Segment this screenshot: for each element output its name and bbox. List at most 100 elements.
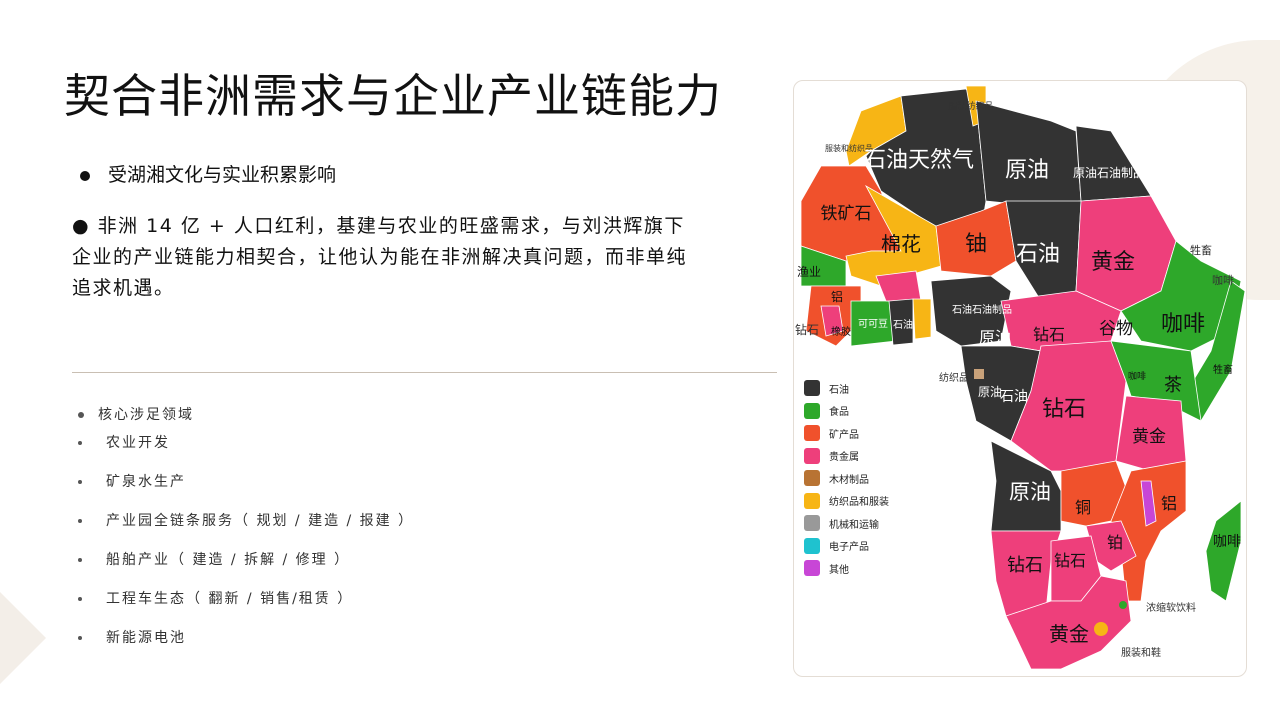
legend-swatch [804,515,820,532]
map-label: 铂 [1107,533,1123,552]
map-label: 原油 [978,385,1002,399]
map-label: 咖啡 [1212,273,1234,287]
map-label: 可可豆 [858,318,888,330]
map-label: 橡胶 [831,325,851,338]
bullet-dot [78,636,82,640]
bullet-dot [78,558,82,562]
map-legend: 石油食品矿产品贵金属木材制品纺织品和服装 机械和运输电子产品其他 [804,377,889,580]
list-item: 产业园全链条服务（ 规划 / 建造 / 报建 ） [78,510,738,549]
item-text: 船舶产业（ 建造 / 拆解 / 修理 ） [106,552,351,568]
legend-item: 纺织品和服装 [804,490,889,513]
map-label: 谷物 [1099,319,1133,339]
item-text: 矿泉水生产 [106,474,186,490]
map-label: 钻石 [1033,325,1065,344]
map-label: 咖啡 [1161,312,1205,337]
map-label: 钻石 [1042,397,1086,422]
list-item: 新能源电池 [78,627,738,666]
bullet-influence: 受湖湘文化与实业积累影响 [80,160,336,187]
item-text: 农业开发 [106,435,170,451]
legend-swatch [804,425,820,442]
bullet-dot [78,441,82,445]
bullet-dot [78,480,82,484]
legend-label: 木材制品 [829,474,869,486]
legend-label: 石油 [829,384,849,396]
core-areas-list: 核心涉足领域 农业开发 矿泉水生产 产业园全链条服务（ 规划 / 建造 / 报建… [78,404,738,666]
legend-swatch [804,492,820,509]
item-text: 新能源电池 [106,630,186,646]
map-label: 钻石 [795,322,819,337]
legend-swatch [804,470,820,487]
africa-export-map: 服装和纺织品 服装纺织品 石油天然气 原油 原油石油制品 铁矿石 棉花铀石油 黄金 牲畜 咖啡 渔业… [793,80,1247,677]
divider [72,372,777,373]
map-label: 铜 [1075,498,1091,517]
map-label: 渔业 [797,265,821,279]
country-region [875,270,922,302]
country-region [1140,480,1157,527]
legend-swatch [804,537,820,554]
country-region [1005,575,1132,670]
map-label: 服装和鞋 [1121,646,1161,659]
legend-item: 木材制品 [804,467,889,490]
legend-item: 石油 [804,377,889,400]
map-label: 铁矿石 [821,204,872,224]
country-region [820,305,844,337]
legend-label: 纺织品和服装 [829,497,889,509]
page-title: 契合非洲需求与企业产业链能力 [64,69,722,123]
list-item: 船舶产业（ 建造 / 拆解 / 修理 ） [78,549,738,588]
map-label: 钻石 [1054,551,1086,570]
country-region [912,298,932,340]
legend-item: 机械和运输 [804,512,889,535]
legend-swatch [804,380,820,397]
map-label: 棉花 [881,232,921,256]
map-label: 原油石油制品 [1073,166,1145,180]
map-label: 纺织品 [939,371,969,384]
legend-item: 电子产品 [804,535,889,558]
map-label: 茶 [1164,375,1182,396]
map-label: 石油石油制品 [952,303,1012,316]
legend-label: 贵金属 [829,452,859,464]
bullet-text: 受湖湘文化与实业积累影响 [108,164,337,186]
country-region [1205,500,1242,602]
map-label: 黄金 [1132,427,1166,447]
map-label: 原油 [979,328,1011,347]
list-item: 工程车生态（ 翻新 / 销售/租赁 ） [78,588,738,627]
country-region [930,275,1012,347]
legend-label: 机械和运输 [829,519,879,531]
legend-swatch [804,447,820,464]
bullet-dot [78,597,82,601]
core-areas-heading: 核心涉足领域 [78,404,738,424]
map-label: 石油天然气 [864,148,974,173]
legend-label: 食品 [829,407,849,419]
map-label: 钻石 [1007,555,1043,576]
country-region [1075,125,1152,202]
list-item: 矿泉水生产 [78,471,738,510]
map-label: 石油 [893,318,913,331]
country-region [888,298,914,346]
map-label: 原油 [1009,480,1051,504]
bullet-dot [78,519,82,523]
map-label: 浓缩软饮料 [1146,601,1196,614]
legend-swatch [804,560,820,577]
legend-swatch [804,402,820,419]
legend-label: 电子产品 [829,542,869,554]
map-label: 铝 [1161,494,1177,513]
map-label: 牲畜 [1213,363,1233,376]
map-label: 铝 [831,289,843,304]
map-label: 黄金 [1091,250,1135,275]
heading-text: 核心涉足领域 [98,407,194,423]
map-label: 铀 [965,232,987,257]
item-text: 产业园全链条服务（ 规划 / 建造 / 报建 ） [106,513,415,529]
legend-label: 矿产品 [829,429,859,441]
map-label: 牲畜 [1190,243,1212,257]
bullet-dot [78,412,84,418]
legend-item: 其他 [804,557,889,580]
legend-item: 矿产品 [804,422,889,445]
africa-map-svg: 服装和纺织品服装纺织品石油天然气 原油 原油石油制品铁矿石棉花铀石油 黄金 牲畜咖啡渔业… [795,85,1246,670]
country-region [1120,240,1242,352]
legend-item: 贵金属 [804,445,889,468]
map-label: 原油 [1005,158,1049,183]
eswatini-marker [1119,601,1127,609]
list-item: 农业开发 [78,432,738,471]
map-label: 咖啡 [1128,370,1146,382]
item-text: 工程车生态（ 翻新 / 销售/租赁 ） [106,591,354,607]
